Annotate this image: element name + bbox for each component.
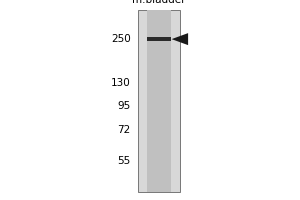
Bar: [147, 37, 171, 41]
Text: 130: 130: [111, 78, 130, 88]
Text: 55: 55: [117, 156, 130, 166]
Bar: [138, 10, 180, 192]
Text: 95: 95: [117, 101, 130, 111]
Text: 72: 72: [117, 125, 130, 135]
Bar: [147, 10, 171, 192]
Text: 250: 250: [111, 34, 130, 44]
Text: m.bladder: m.bladder: [132, 0, 186, 5]
Polygon shape: [172, 33, 188, 45]
